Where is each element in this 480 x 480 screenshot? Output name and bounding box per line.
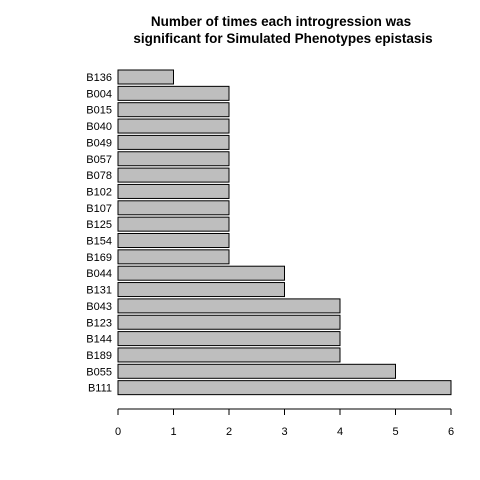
x-tick-label: 6: [448, 426, 454, 438]
x-tick-label: 1: [170, 426, 176, 438]
bar-b131: [118, 283, 285, 297]
category-label-b057: B057: [86, 154, 112, 166]
category-label-b102: B102: [86, 186, 112, 198]
bar-b015: [118, 103, 229, 117]
category-label-b078: B078: [86, 170, 112, 182]
bar-b123: [118, 315, 340, 329]
bar-b125: [118, 217, 229, 231]
category-label-b144: B144: [86, 334, 112, 346]
bar-b154: [118, 234, 229, 248]
category-label-b004: B004: [86, 88, 112, 100]
category-label-b044: B044: [86, 268, 112, 280]
bar-b043: [118, 299, 340, 313]
category-labels: B136 B004 B015 B040 B049 B057 B078 B102 B107 B125…: [86, 72, 112, 395]
category-label-b154: B154: [86, 236, 112, 248]
category-label-b189: B189: [86, 350, 112, 362]
bar-b078: [118, 168, 229, 182]
category-label-b043: B043: [86, 301, 112, 313]
bar-b004: [118, 86, 229, 100]
chart-title-line-2: significant for Simulated Phenotypes epi…: [133, 31, 432, 46]
x-tick-label: 0: [115, 426, 121, 438]
bar-b189: [118, 348, 340, 362]
bar-b102: [118, 184, 229, 198]
bar-b044: [118, 266, 285, 280]
category-label-b131: B131: [86, 285, 112, 297]
category-label-b055: B055: [86, 366, 112, 378]
category-label-b111: B111: [88, 383, 112, 395]
bar-b040: [118, 119, 229, 133]
bar-b136: [118, 70, 174, 84]
bar-b057: [118, 152, 229, 166]
category-label-b169: B169: [86, 252, 112, 264]
bar-b169: [118, 250, 229, 264]
bar-b055: [118, 364, 396, 378]
x-tick-label: 2: [226, 426, 232, 438]
category-label-b125: B125: [86, 219, 112, 231]
category-label-b123: B123: [86, 317, 112, 329]
x-tick-label: 5: [392, 426, 398, 438]
category-label-b136: B136: [86, 72, 112, 84]
chart-title-line-1: Number of times each introgression was: [151, 14, 411, 29]
bar-b111: [118, 381, 451, 395]
bar-b049: [118, 135, 229, 149]
bars-group: [118, 70, 451, 395]
x-axis: 0 1 2 3 4 5 6: [115, 409, 454, 438]
x-tick-label: 4: [337, 426, 343, 438]
category-label-b049: B049: [86, 137, 112, 149]
category-label-b015: B015: [86, 105, 112, 117]
x-tick-label: 3: [281, 426, 287, 438]
bar-b144: [118, 332, 340, 346]
bar-b107: [118, 201, 229, 215]
category-label-b040: B040: [86, 121, 112, 133]
category-label-b107: B107: [86, 203, 112, 215]
